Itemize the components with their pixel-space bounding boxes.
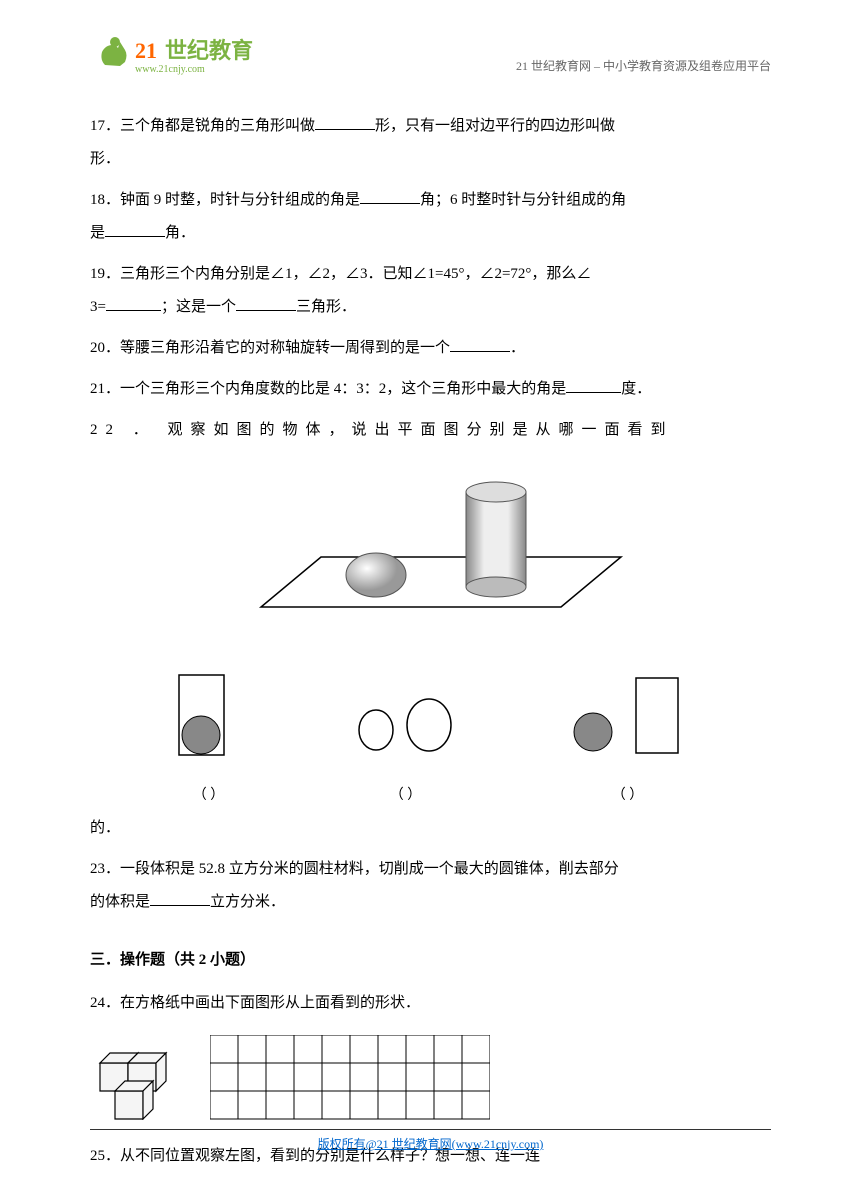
page-header: 21 世纪教育 www.21cnjy.com 21 世纪教育网 – 中小学教育资… (0, 0, 861, 90)
section-3-title: 三．操作题（共 2 小题） (90, 944, 771, 977)
q23-text3: 立方分米． (210, 894, 285, 910)
question-20: 20．等腰三角形沿着它的对称轴旋转一周得到的是一个 ． (90, 332, 771, 365)
paren-3: （ ） (568, 781, 688, 812)
view-1: （ ） (174, 670, 244, 812)
q23-num: 23． (90, 861, 120, 877)
question-17: 17．三个角都是锐角的三角形叫做 形，只有一组对边平行的四边形叫做形． (90, 110, 771, 176)
question-23: 23．一段体积是 52.8 立方分米的圆柱材料，切削成一个最大的圆锥体，削去部分… (90, 853, 771, 919)
svg-text:21: 21 (135, 38, 157, 63)
logo: 21 世纪教育 www.21cnjy.com (90, 30, 275, 80)
view-3: （ ） (568, 670, 688, 812)
question-18: 18．钟面 9 时整，时针与分针组成的角是 角；6 时整时针与分针组成的角是 角． (90, 184, 771, 250)
q17-text2: 形，只有一组对边平行的四边形叫做 (375, 118, 615, 134)
page-footer: 版权所有@21 世纪教育网(www.21cnjy.com) (90, 1129, 771, 1152)
view-2: （ ） (351, 670, 461, 812)
svg-text:www.21cnjy.com: www.21cnjy.com (135, 64, 205, 75)
question-24: 24．在方格纸中画出下面图形从上面看到的形状． (90, 987, 771, 1120)
q18-text2: 角；6 时整时针与分针组成的角 (420, 192, 626, 208)
q21-text1: 一个三角形三个内角度数的比是 4：3：2，这个三角形中最大的角是 (120, 381, 566, 397)
paren-1: （ ） (174, 781, 244, 812)
q18-text3: 是 (90, 225, 105, 241)
question-19: 19．三角形三个内角分别是∠1，∠2，∠3．已知∠1=45°，∠2=72°，那么… (90, 258, 771, 324)
q17-text1: 三个角都是锐角的三角形叫做 (120, 118, 315, 134)
blank (566, 375, 621, 393)
q18-text1: 钟面 9 时整，时针与分针组成的角是 (120, 192, 360, 208)
q24-figures (90, 1035, 771, 1120)
q17-text3: 形． (90, 151, 120, 167)
question-21: 21．一个三角形三个内角度数的比是 4：3：2，这个三角形中最大的角是 度． (90, 373, 771, 406)
q19-text4: 三角形． (296, 299, 356, 315)
q21-num: 21． (90, 381, 120, 397)
blank (150, 888, 210, 906)
q18-num: 18． (90, 192, 120, 208)
blank (315, 112, 375, 130)
q20-text1: 等腰三角形沿着它的对称轴旋转一周得到的是一个 (120, 340, 450, 356)
q22-figure (90, 467, 771, 650)
blank (360, 186, 420, 204)
q20-num: 20． (90, 340, 120, 356)
question-22: 22 ． 观察如图的物体，说出平面图分别是从哪一面看到 (90, 414, 771, 845)
q23-text1: 一段体积是 52.8 立方分米的圆柱材料，切削成一个最大的圆锥体，削去部分 (120, 861, 619, 877)
q17-num: 17． (90, 118, 120, 134)
blank (236, 293, 296, 311)
q19-text1: 三角形三个内角分别是∠1，∠2，∠3．已知∠1=45°，∠2=72°，那么∠ (120, 266, 591, 282)
blank (450, 334, 510, 352)
blank (105, 219, 165, 237)
q22-num: 22 ． (90, 422, 168, 438)
q24-text: 在方格纸中画出下面图形从上面看到的形状． (120, 995, 420, 1011)
q22-text1: 观察如图的物体，说出平面图分别是从哪一面看到 (168, 422, 674, 438)
main-content: 17．三个角都是锐角的三角形叫做 形，只有一组对边平行的四边形叫做形． 18．钟面… (0, 90, 861, 1173)
blank (106, 293, 161, 311)
cubes-figure (90, 1035, 190, 1120)
q20-text2: ． (510, 340, 525, 356)
q19-text3: ；这是一个 (161, 299, 236, 315)
q19-text2: 3= (90, 299, 106, 315)
q19-num: 19． (90, 266, 120, 282)
q21-text2: 度． (621, 381, 651, 397)
q22-text2: 的． (90, 820, 120, 836)
footer-text: 版权所有@21 世纪教育网(www.21cnjy.com) (318, 1137, 544, 1151)
q23-text2: 的体积是 (90, 894, 150, 910)
q18-text4: 角． (165, 225, 195, 241)
grid-figure (210, 1035, 490, 1120)
paren-2: （ ） (351, 781, 461, 812)
svg-text:世纪教育: 世纪教育 (165, 38, 253, 63)
q22-views: （ ） （ ） （ ） (90, 670, 771, 812)
q24-num: 24． (90, 995, 120, 1011)
header-subtitle: 21 世纪教育网 – 中小学教育资源及组卷应用平台 (516, 57, 771, 74)
